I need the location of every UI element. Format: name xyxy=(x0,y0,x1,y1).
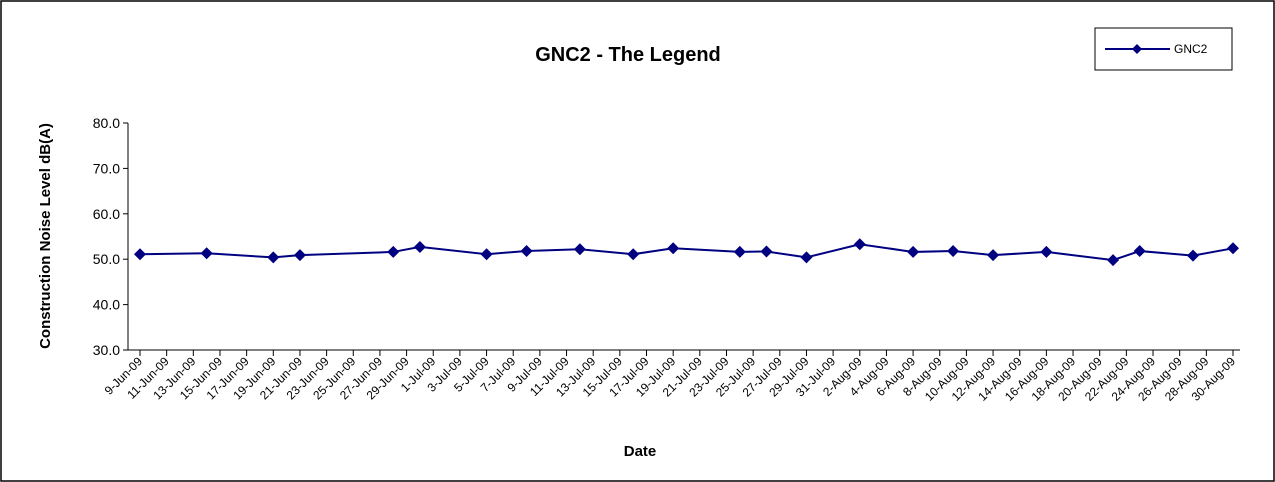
y-tick-label: 40.0 xyxy=(93,297,120,313)
data-point xyxy=(627,248,640,261)
data-point xyxy=(387,245,400,258)
x-axis-label: Date xyxy=(624,443,657,460)
data-point xyxy=(947,245,960,258)
data-point xyxy=(267,251,280,264)
y-tick-label: 50.0 xyxy=(93,251,120,267)
y-tick-label: 30.0 xyxy=(93,342,120,358)
data-point xyxy=(520,245,533,258)
data-point xyxy=(1133,245,1146,258)
y-tick-label: 60.0 xyxy=(93,206,120,222)
legend-marker xyxy=(1132,44,1142,54)
data-point xyxy=(480,248,493,261)
y-tick-label: 70.0 xyxy=(93,160,120,176)
data-point xyxy=(200,247,213,260)
data-point xyxy=(413,240,426,253)
data-point xyxy=(1227,242,1239,255)
data-point xyxy=(1187,249,1200,262)
legend-label: GNC2 xyxy=(1174,42,1208,56)
data-point xyxy=(987,249,1000,262)
data-point xyxy=(1040,245,1053,258)
data-point xyxy=(573,243,586,256)
data-point xyxy=(760,245,773,258)
y-axis-label: Construction Noise Level dB(A) xyxy=(37,123,54,349)
data-point xyxy=(907,245,920,258)
data-point xyxy=(667,242,680,255)
chart-title: GNC2 - The Legend xyxy=(535,44,721,66)
data-point xyxy=(853,238,866,251)
data-point xyxy=(1107,254,1120,267)
data-point xyxy=(733,245,746,258)
data-point xyxy=(134,248,146,261)
data-point xyxy=(293,249,306,262)
data-point xyxy=(800,251,813,264)
y-tick-label: 80.0 xyxy=(93,115,120,131)
